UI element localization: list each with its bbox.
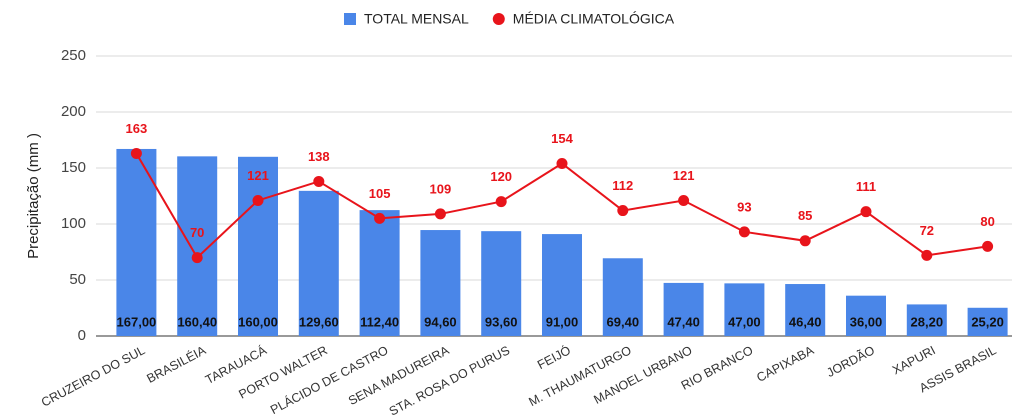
- line-point: [617, 205, 629, 217]
- x-tick-label: BRASILÉIA: [144, 342, 209, 386]
- line-value-label: 138: [308, 149, 330, 164]
- bar-value-label: 47,00: [728, 314, 761, 329]
- y-tick-label: 0: [78, 327, 86, 344]
- line-value-label: 121: [247, 168, 269, 183]
- bar: [663, 282, 704, 336]
- bar: [298, 190, 339, 336]
- line-value-label: 109: [430, 181, 452, 196]
- line-value-label: 120: [490, 169, 512, 184]
- line-value-label: 111: [856, 179, 876, 194]
- bar: [420, 230, 461, 336]
- legend-label: TOTAL MENSAL: [364, 11, 469, 27]
- bar-value-label: 47,40: [667, 314, 700, 329]
- x-tick-label: FEIJÓ: [535, 342, 574, 372]
- line-point: [313, 175, 325, 187]
- line-value-label: 70: [190, 225, 204, 240]
- line-value-label: 93: [737, 199, 751, 214]
- x-tick-label: MANOEL URBANO: [591, 343, 694, 407]
- y-tick-label: 100: [61, 215, 86, 232]
- bar-value-label: 93,60: [485, 314, 518, 329]
- bar: [785, 284, 826, 336]
- bar: [542, 234, 582, 336]
- bar: [177, 156, 218, 336]
- line-value-label: 85: [798, 208, 812, 223]
- bar: [238, 156, 278, 336]
- line-point: [191, 252, 203, 264]
- bar-value-label: 167,00: [117, 314, 157, 329]
- line-value-label: 80: [980, 214, 994, 229]
- bar-value-label: 91,00: [546, 314, 579, 329]
- bar-value-label: 94,60: [424, 314, 457, 329]
- x-tick-label: SENA MADUREIRA: [346, 343, 452, 408]
- bar-value-label: 112,40: [360, 314, 399, 329]
- bar: [602, 258, 643, 336]
- bar: [906, 304, 947, 336]
- legend-swatch: [344, 13, 356, 25]
- line-point: [799, 235, 811, 247]
- bar: [846, 295, 886, 336]
- bar: [724, 283, 765, 336]
- line-point: [678, 194, 690, 206]
- line-value-label: 105: [369, 186, 391, 201]
- x-tick-label: CAPIXABA: [754, 343, 816, 385]
- y-tick-label: 200: [61, 103, 86, 120]
- bar: [967, 307, 1008, 336]
- line-value-label: 72: [920, 223, 934, 238]
- line-point: [556, 158, 568, 170]
- line-point: [921, 249, 933, 261]
- legend-label: MÉDIA CLIMATOLÓGICA: [513, 11, 675, 27]
- line-point: [252, 194, 264, 206]
- bar: [116, 148, 157, 336]
- line-point: [495, 196, 507, 208]
- line-point: [982, 240, 994, 252]
- line-point: [130, 147, 142, 159]
- bar-value-label: 129,60: [299, 314, 339, 329]
- line-value-label: 121: [673, 168, 695, 183]
- bar-value-label: 46,40: [789, 314, 822, 329]
- bar-value-label: 69,40: [607, 314, 640, 329]
- x-tick-label: JORDÃO: [824, 343, 877, 380]
- bar-value-label: 28,20: [911, 314, 944, 329]
- x-tick-label: M. THAUMATURGO: [526, 343, 634, 409]
- y-tick-label: 50: [69, 271, 86, 288]
- line-point: [860, 206, 872, 218]
- y-tick-label: 250: [61, 47, 86, 64]
- line-value-label: 163: [126, 121, 148, 136]
- line-value-label: 112: [612, 178, 633, 193]
- bar: [359, 210, 400, 336]
- bar-value-label: 160,00: [238, 314, 278, 329]
- bar-value-label: 25,20: [971, 314, 1004, 329]
- legend-swatch: [492, 13, 505, 25]
- x-tick-label: CRUZEIRO DO SUL: [39, 343, 147, 410]
- y-tick-label: 150: [61, 159, 86, 176]
- line-point: [374, 212, 386, 224]
- bar: [481, 231, 522, 336]
- x-tick-label: XAPURI: [890, 343, 938, 377]
- y-axis-label: Precipitação (mm ): [25, 133, 42, 259]
- bar-value-label: 36,00: [850, 314, 883, 329]
- x-tick-label: PLÁCIDO DE CASTRO: [268, 342, 391, 417]
- bar-value-label: 160,40: [177, 314, 217, 329]
- line-point: [434, 208, 446, 220]
- line-point: [738, 226, 750, 238]
- line-value-label: 154: [551, 131, 573, 146]
